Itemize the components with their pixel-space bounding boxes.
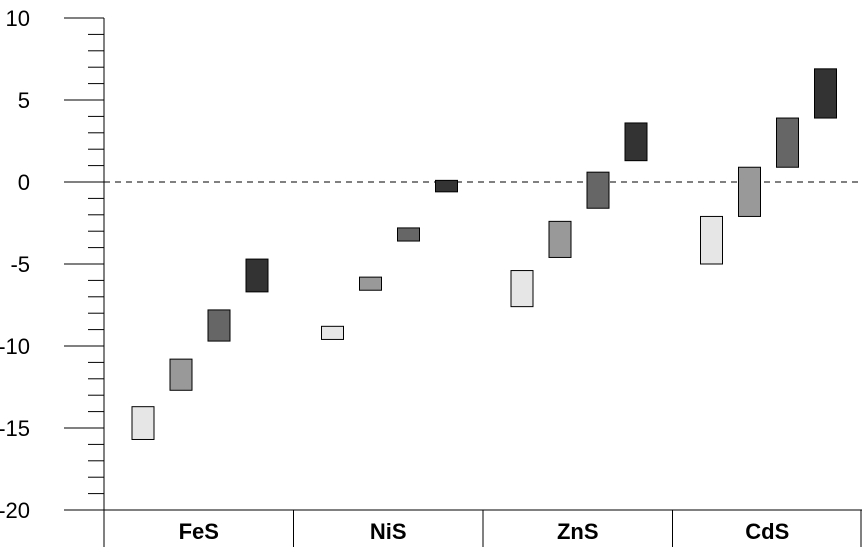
y-tick-label: 10	[6, 6, 30, 31]
floating-bar	[814, 68, 837, 119]
category-label: FeS	[179, 519, 219, 544]
category-label: ZnS	[557, 519, 599, 544]
y-tick-label: -20	[0, 498, 30, 523]
y-axis: 10 5 0 -5 -10 -15 -20	[0, 6, 105, 547]
category-label: NiS	[370, 519, 407, 544]
floating-bar	[169, 358, 193, 391]
floating-bar	[321, 325, 344, 340]
category-label: CdS	[745, 519, 789, 544]
floating-bar	[624, 122, 648, 162]
floating-bar	[738, 166, 761, 217]
y-tick-label: 5	[18, 88, 30, 113]
y-tick-label: -10	[0, 334, 30, 359]
floating-bar	[207, 309, 231, 342]
x-axis: FeS NiS ZnS CdS	[104, 509, 862, 547]
y-tick-label: -5	[10, 252, 30, 277]
y-tick-label: -15	[0, 416, 30, 441]
floating-bar	[131, 406, 155, 440]
floating-bar	[510, 270, 534, 308]
floating-bar	[548, 220, 572, 258]
floating-bar	[700, 215, 723, 265]
floating-bar	[245, 258, 269, 293]
floating-bar	[435, 179, 458, 193]
bar-series	[131, 68, 837, 440]
floating-bar	[776, 117, 799, 168]
floating-bar	[359, 276, 382, 291]
floating-bar	[586, 171, 610, 209]
floating-bar	[397, 227, 420, 242]
y-tick-label: 0	[18, 170, 30, 195]
